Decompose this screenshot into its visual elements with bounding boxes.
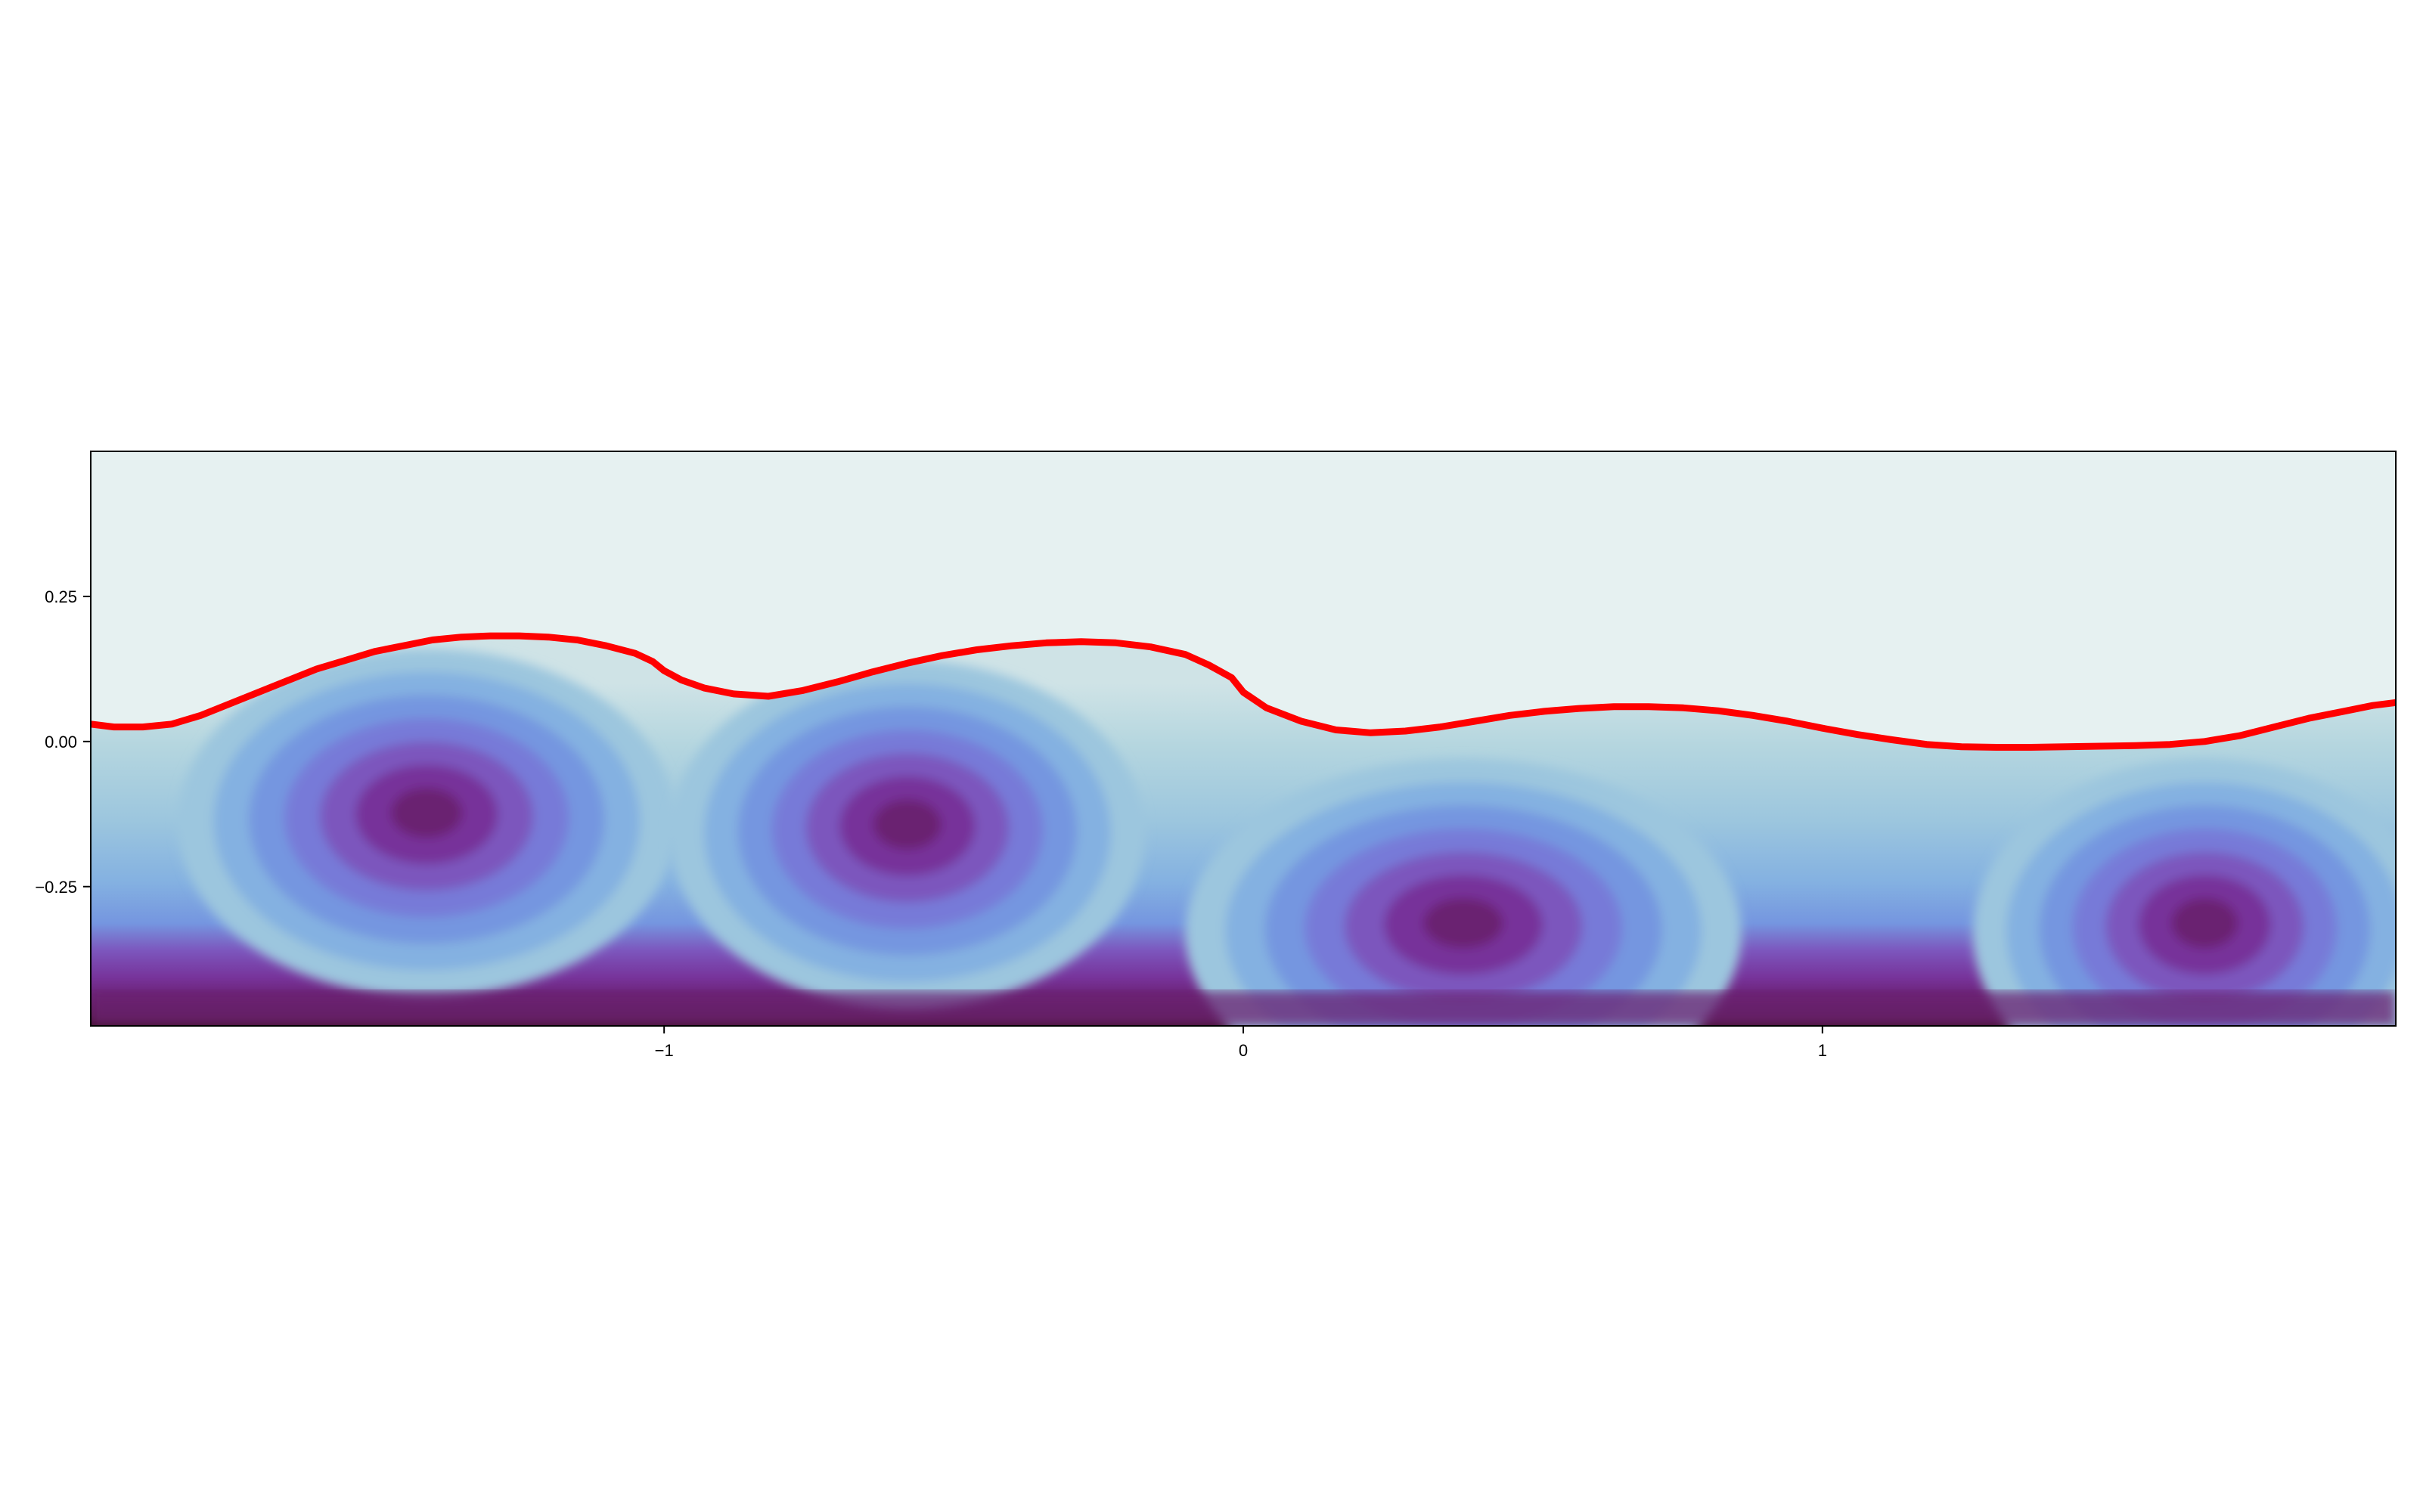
contour-plume [177, 649, 676, 997]
interface-curve [91, 632, 2396, 751]
y-axis: 0.25 0.00 −0.25 [35, 587, 91, 897]
contour-plume [1972, 758, 2396, 1026]
y-tick-label: 0.00 [45, 733, 77, 751]
x-axis: −1 0 1 [655, 1026, 1827, 1060]
x-tick-label: −1 [655, 1041, 674, 1060]
y-tick-label: −0.25 [35, 878, 77, 897]
contour-bottom-band [91, 990, 2396, 1026]
contour-plume [669, 660, 1145, 1009]
contour-level [2171, 898, 2238, 948]
x-tick-label: 0 [1239, 1041, 1248, 1060]
x-tick-label: 1 [1818, 1041, 1827, 1060]
y-tick-label: 0.25 [45, 587, 77, 606]
contour-level [391, 788, 463, 838]
contour-level [873, 799, 942, 850]
plot-area [91, 451, 2396, 1026]
contour-level [1423, 898, 1503, 948]
contour-plume [1185, 758, 1742, 1026]
